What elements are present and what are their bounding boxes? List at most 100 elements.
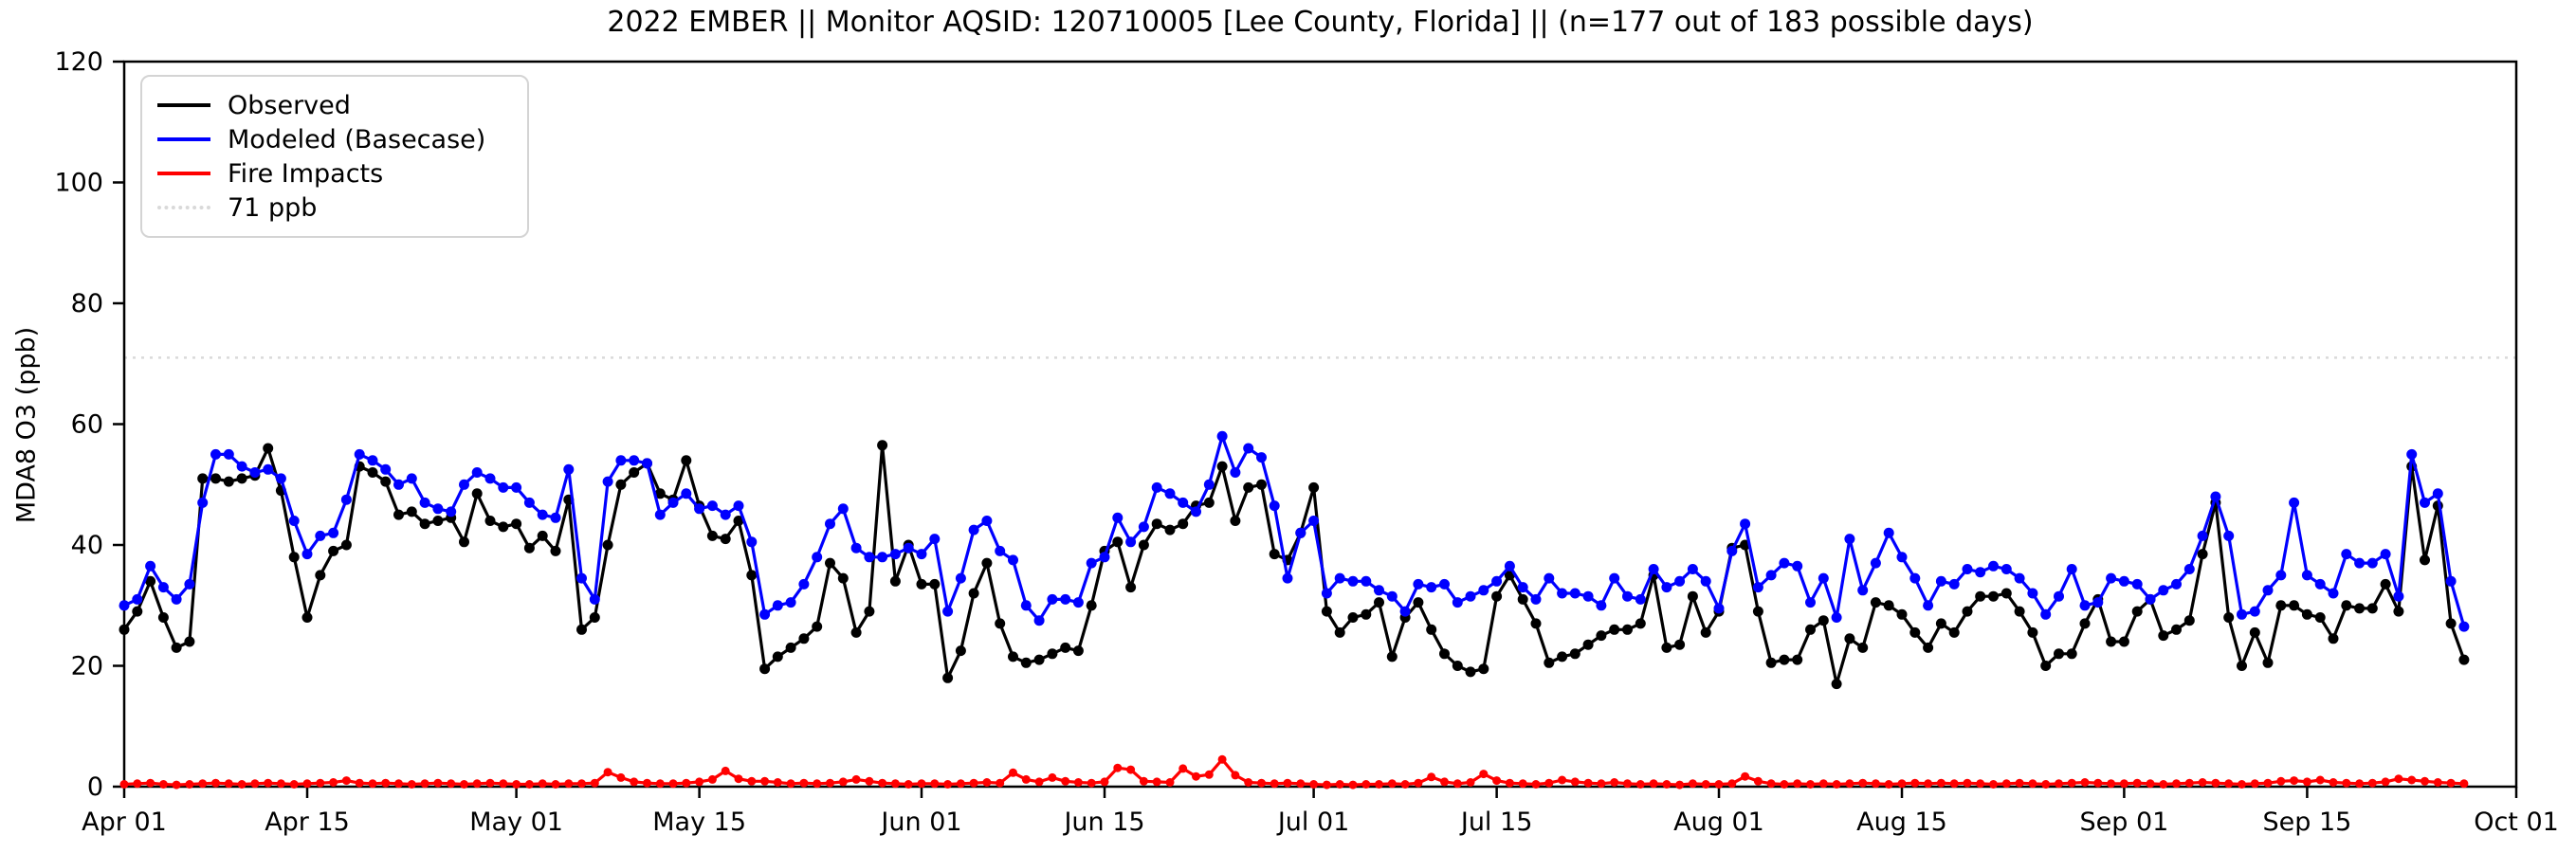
modeled-basecase-marker: [1661, 582, 1672, 593]
observed-marker: [1361, 608, 1372, 620]
observed-marker: [1765, 657, 1777, 668]
modeled-basecase-marker: [2237, 608, 2247, 620]
x-tick-label: Jul 15: [1459, 808, 1533, 837]
modeled-basecase-marker: [1295, 527, 1306, 538]
fire-impacts-marker: [682, 778, 691, 788]
observed-marker: [759, 663, 771, 675]
modeled-basecase-marker: [1805, 597, 1816, 608]
observed-marker: [2237, 661, 2247, 671]
modeled-basecase-marker: [2341, 549, 2352, 560]
x-tick-label: Apr 15: [265, 808, 350, 837]
modeled-basecase-marker: [916, 549, 927, 560]
modeled-basecase-marker: [406, 473, 417, 484]
modeled-basecase-marker: [1491, 575, 1503, 587]
modeled-basecase-marker: [2158, 585, 2169, 596]
fire-impacts-marker: [472, 779, 482, 789]
modeled-basecase-marker: [145, 560, 156, 572]
modeled-basecase-marker: [1975, 567, 1986, 578]
modeled-basecase-marker: [2289, 497, 2300, 508]
observed-marker: [1975, 590, 1986, 602]
x-tick-label: Sep 01: [2079, 808, 2168, 837]
observed-marker: [602, 539, 613, 551]
fire-impacts-marker: [760, 776, 770, 786]
fire-impacts-marker: [2080, 778, 2090, 787]
observed-marker: [2366, 603, 2378, 614]
modeled-basecase-marker: [2223, 530, 2235, 541]
modeled-basecase-marker: [1582, 590, 1594, 602]
modeled-basecase-marker: [2210, 491, 2221, 502]
fire-impacts-marker: [1714, 780, 1724, 789]
modeled-basecase-marker: [1765, 570, 1777, 581]
observed-marker: [1491, 590, 1503, 602]
modeled-basecase-marker: [798, 578, 810, 590]
fire-impacts-marker: [1897, 779, 1907, 789]
observed-marker: [393, 509, 404, 520]
modeled-basecase-marker: [236, 461, 247, 472]
fire-impacts-marker: [1165, 778, 1175, 787]
fire-impacts-marker: [1061, 776, 1070, 786]
modeled-basecase-marker: [1648, 564, 1659, 574]
observed-marker: [184, 636, 195, 647]
modeled-basecase-marker: [171, 593, 182, 605]
modeled-basecase-marker: [746, 536, 758, 548]
modeled-basecase-marker: [380, 463, 392, 475]
legend-item-observed: Observed: [157, 88, 510, 122]
observed-marker: [1752, 606, 1763, 617]
observed-marker: [837, 572, 849, 584]
fire-impacts-marker: [2302, 777, 2311, 787]
fire-impacts-marker: [1231, 771, 1240, 780]
fire-impacts-marker: [551, 780, 560, 789]
fire-impacts-marker: [2315, 775, 2325, 785]
fire-impacts-marker: [2132, 778, 2142, 788]
modeled-basecase-marker: [1622, 590, 1633, 602]
modeled-basecase-marker: [2314, 578, 2326, 590]
fire-impacts-marker: [512, 780, 521, 789]
legend-label: 71 ppb: [228, 192, 318, 223]
observed-marker: [419, 518, 430, 530]
fire-impacts-marker: [1414, 778, 1423, 788]
observed-marker: [942, 672, 954, 683]
fire-impacts-marker: [1675, 780, 1685, 789]
modeled-basecase-marker: [1909, 572, 1921, 584]
modeled-basecase-marker: [1178, 497, 1189, 508]
modeled-basecase-marker: [119, 600, 130, 611]
fire-impacts-marker: [1361, 780, 1371, 789]
fire-impacts-marker: [2146, 779, 2155, 789]
modeled-basecase-marker: [537, 509, 548, 520]
modeled-basecase-marker: [2014, 572, 2025, 584]
observed-marker: [615, 479, 627, 490]
fire-impacts-marker: [1296, 779, 1306, 789]
fire-impacts-marker: [2433, 778, 2442, 787]
fire-impacts-marker: [1034, 777, 1044, 787]
modeled-basecase-marker: [694, 503, 705, 515]
fire-impacts-marker: [643, 778, 651, 788]
modeled-basecase-marker: [263, 463, 274, 475]
modeled-basecase-marker: [1334, 572, 1345, 584]
fire-impacts-marker: [394, 779, 403, 789]
modeled-basecase-marker: [785, 597, 796, 608]
observed-marker: [2079, 618, 2091, 629]
observed-marker: [2197, 549, 2208, 560]
observed-marker: [916, 578, 927, 590]
fire-impacts-marker: [1780, 780, 1789, 789]
observed-marker: [459, 536, 469, 548]
observed-marker: [210, 473, 221, 484]
modeled-basecase-marker: [1347, 575, 1359, 587]
fire-impacts-marker: [198, 779, 208, 789]
observed-marker: [1203, 497, 1215, 508]
modeled-basecase-line: [123, 434, 2466, 627]
fire-impacts-marker: [1244, 778, 1253, 787]
observed-marker: [2341, 600, 2352, 611]
modeled-basecase-marker: [2406, 448, 2418, 460]
modeled-basecase-marker: [1361, 575, 1372, 587]
y-tick-label: 40: [71, 531, 103, 560]
observed-marker: [2380, 578, 2391, 590]
observed-marker: [1047, 648, 1058, 660]
observed-marker: [1700, 626, 1711, 638]
modeled-basecase-marker: [1230, 467, 1241, 478]
observed-marker: [1439, 648, 1450, 660]
fire-impacts-marker: [289, 780, 299, 789]
modeled-basecase-marker: [850, 542, 862, 554]
fire-impacts-marker: [2238, 780, 2246, 789]
fire-impacts-marker: [1924, 779, 1933, 789]
